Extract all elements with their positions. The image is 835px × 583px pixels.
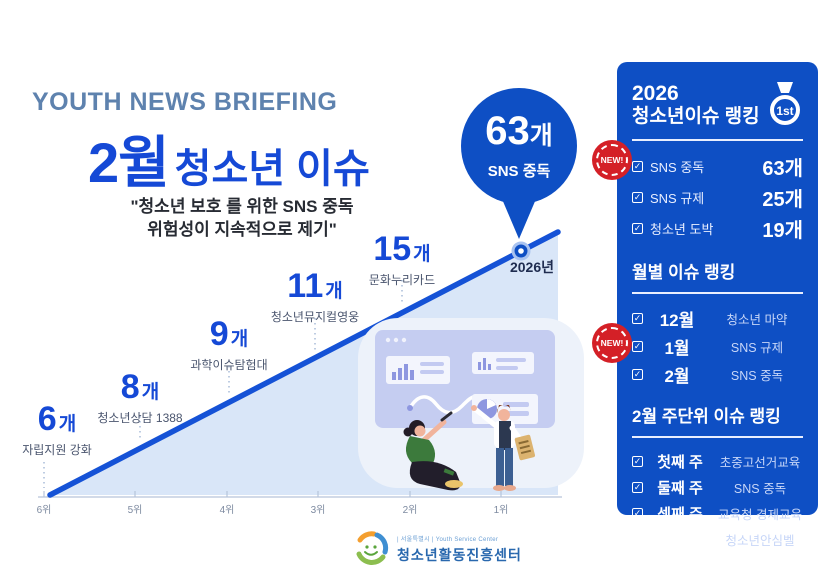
x-axis	[38, 491, 562, 498]
checkbox-icon: ✓	[632, 455, 643, 467]
axis-label-rank6: 6위	[36, 505, 52, 516]
axis-label-rank2: 2위	[402, 505, 418, 516]
checkbox-icon: ✓	[632, 192, 643, 203]
panel-header: 2026 청소년이슈 랭킹 1st	[632, 82, 803, 130]
monthly-section-title: 월별 이슈 랭킹	[632, 263, 736, 282]
data-point-rank2: 15 개 문화누리카드	[368, 230, 436, 287]
illustration-people-analytics	[358, 318, 584, 491]
yearly-rank-row-1: ✓ SNS 중독 63개	[632, 158, 803, 180]
axis-label-rank4: 4위	[219, 505, 235, 516]
woman-figure	[403, 411, 463, 491]
org-subtitle: | 서울특별시 | Youth Service Center	[397, 536, 499, 543]
checkbox-icon: ✓	[632, 507, 643, 519]
monthly-row-3: ✓ 2월 SNS 중독	[632, 366, 784, 386]
headline-quote: "청소년 보호 를 위한 SNS 중독 위험성이 지속적으로 제기"	[92, 196, 392, 242]
panel-title: 청소년이슈 랭킹	[632, 106, 760, 128]
mini-bar-chart-icon	[392, 364, 414, 380]
monthly-row-2: ✓ 1월 SNS 규제	[632, 338, 784, 358]
checkbox-icon: ✓	[632, 533, 643, 545]
yearly-rank-row-3: ✓ 청소년 도박 19개	[632, 220, 803, 242]
yearly-rank-row-2: ✓ SNS 규제 25개	[632, 189, 803, 211]
highlight-balloon: 63개 SNS 중독	[461, 88, 577, 204]
first-place-medal-icon: 1st	[770, 82, 800, 125]
new-badge-monthly: NEW!	[596, 327, 628, 359]
checkbox-icon: ✓	[632, 340, 643, 352]
divider	[632, 139, 803, 141]
monthly-row-1: ✓ 12월 청소년 마약	[632, 310, 788, 330]
year-label: 2026년	[509, 259, 555, 275]
weekly-row-1: ✓ 첫째 주 초중고선거교육	[632, 453, 801, 471]
checkbox-icon: ✓	[632, 368, 643, 380]
org-logo: | 서울특별시 | Youth Service Center 청소년활동진흥센터	[352, 530, 522, 568]
weekly-row-4: ✓ 넷째 주 청소년안심벨	[632, 531, 795, 549]
weekly-row-2: ✓ 둘째 주 SNS 중독	[632, 479, 787, 497]
title-month: 2월	[88, 131, 170, 194]
label-connectors	[43, 280, 403, 488]
checkbox-icon: ✓	[632, 161, 643, 172]
svg-text:1st: 1st	[776, 104, 793, 118]
trend-line	[47, 229, 561, 498]
checkbox-icon: ✓	[632, 223, 643, 234]
panel-year: 2026	[632, 82, 679, 105]
smiley-swirl-logo-icon	[356, 531, 389, 565]
new-badge-yearly: NEW!	[596, 144, 628, 176]
divider	[632, 292, 803, 294]
divider	[632, 436, 803, 438]
axis-label-rank3: 3위	[310, 505, 326, 516]
weekly-row-3: ✓ 셋째 주 교육청 경제교육	[632, 505, 802, 523]
page-title: 2월 청소년 이슈	[88, 118, 370, 199]
checkbox-icon: ✓	[632, 481, 643, 493]
ranking-panel: 2026 청소년이슈 랭킹 1st ✓ SNS 중독 63개 ✓ SNS 규제 …	[617, 62, 818, 549]
axis-label-rank1: 1위	[493, 505, 509, 516]
quote-line-1: "청소년 보호 를 위한 SNS 중독	[130, 197, 354, 216]
quote-line-2: 위험성이 지속적으로 제기"	[147, 219, 337, 239]
kicker-title: YOUTH NEWS BRIEFING	[32, 88, 338, 116]
axis-label-rank5: 5위	[127, 505, 143, 516]
weekly-section-title: 2월 주단위 이슈 랭킹	[632, 407, 781, 426]
data-point-rank3: 11 개 청소년뮤지컬영웅	[270, 267, 360, 324]
man-figure	[471, 404, 535, 491]
org-name: 청소년활동진흥센터	[397, 546, 522, 563]
checkbox-icon: ✓	[632, 312, 643, 324]
title-rest: 청소년 이슈	[174, 147, 370, 191]
